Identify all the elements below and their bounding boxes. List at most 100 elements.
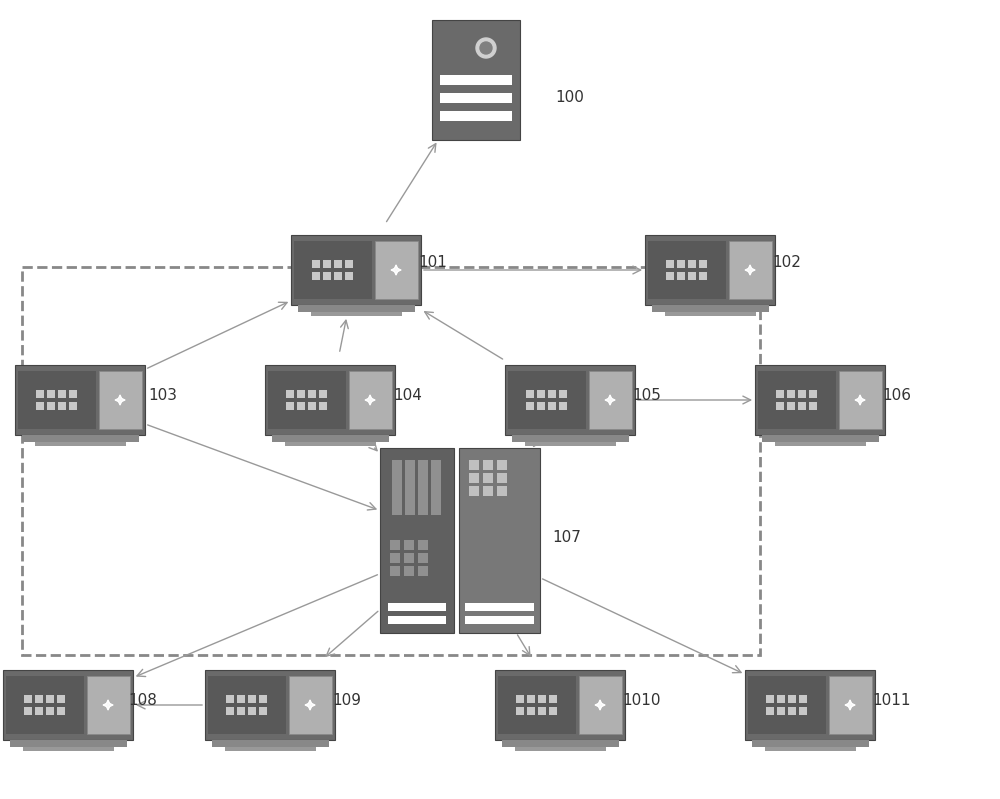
- Bar: [777, 707, 785, 715]
- Bar: [774, 442, 866, 446]
- Bar: [312, 260, 320, 268]
- Bar: [298, 305, 415, 312]
- Text: 104: 104: [393, 388, 422, 403]
- Bar: [36, 402, 44, 410]
- Bar: [390, 553, 400, 563]
- Bar: [839, 372, 882, 429]
- Bar: [432, 20, 520, 140]
- Bar: [548, 402, 556, 410]
- Bar: [788, 695, 796, 703]
- Bar: [512, 435, 629, 442]
- Bar: [345, 260, 353, 268]
- Bar: [465, 602, 534, 610]
- Bar: [497, 459, 507, 470]
- Bar: [291, 235, 421, 305]
- Bar: [248, 695, 256, 703]
- Bar: [289, 676, 332, 733]
- Bar: [508, 372, 586, 429]
- Bar: [349, 372, 392, 429]
- Bar: [226, 695, 234, 703]
- Bar: [392, 459, 402, 515]
- Bar: [809, 402, 817, 410]
- Bar: [345, 272, 353, 280]
- Bar: [688, 260, 696, 268]
- Bar: [99, 372, 142, 429]
- Bar: [469, 486, 479, 495]
- Bar: [24, 707, 32, 715]
- Bar: [87, 676, 130, 733]
- Bar: [285, 442, 376, 446]
- Bar: [776, 390, 784, 398]
- Bar: [766, 695, 774, 703]
- Text: 1010: 1010: [622, 693, 660, 708]
- Bar: [3, 670, 133, 740]
- Bar: [798, 402, 806, 410]
- Bar: [248, 707, 256, 715]
- Bar: [516, 707, 524, 715]
- Bar: [35, 695, 43, 703]
- Bar: [380, 447, 454, 633]
- Bar: [465, 615, 534, 623]
- Bar: [10, 740, 126, 747]
- Bar: [502, 740, 618, 747]
- Bar: [15, 365, 145, 435]
- Bar: [47, 402, 55, 410]
- Bar: [46, 695, 54, 703]
- Bar: [69, 402, 77, 410]
- Bar: [527, 707, 535, 715]
- Bar: [677, 272, 685, 280]
- Text: 100: 100: [555, 90, 584, 105]
- Bar: [208, 676, 286, 733]
- Bar: [514, 747, 606, 751]
- Bar: [268, 372, 346, 429]
- Text: 109: 109: [332, 693, 361, 708]
- Bar: [483, 472, 493, 483]
- Bar: [589, 372, 632, 429]
- Bar: [22, 435, 138, 442]
- Bar: [57, 707, 65, 715]
- Bar: [375, 241, 418, 299]
- Bar: [404, 540, 414, 550]
- Bar: [809, 390, 817, 398]
- Bar: [226, 707, 234, 715]
- Bar: [559, 402, 567, 410]
- Bar: [323, 272, 331, 280]
- Bar: [699, 272, 707, 280]
- Text: 101: 101: [418, 255, 447, 270]
- Bar: [237, 695, 245, 703]
- Bar: [688, 272, 696, 280]
- Bar: [766, 707, 774, 715]
- Bar: [418, 459, 428, 515]
- Bar: [440, 93, 512, 103]
- Bar: [548, 390, 556, 398]
- Bar: [310, 312, 402, 316]
- Bar: [404, 553, 414, 563]
- Bar: [516, 695, 524, 703]
- Bar: [24, 695, 32, 703]
- Bar: [765, 747, 856, 751]
- Bar: [524, 442, 616, 446]
- Bar: [755, 365, 885, 435]
- Bar: [22, 747, 114, 751]
- Bar: [579, 676, 622, 733]
- Bar: [469, 472, 479, 483]
- Bar: [538, 695, 546, 703]
- Bar: [404, 566, 414, 576]
- Bar: [666, 272, 674, 280]
- Bar: [666, 260, 674, 268]
- Bar: [745, 670, 875, 740]
- Bar: [787, 402, 795, 410]
- Bar: [390, 566, 400, 576]
- Bar: [224, 747, 316, 751]
- Bar: [431, 459, 441, 515]
- Bar: [440, 111, 512, 121]
- Bar: [677, 260, 685, 268]
- Bar: [319, 402, 327, 410]
- Bar: [334, 272, 342, 280]
- Bar: [259, 707, 267, 715]
- Bar: [18, 372, 96, 429]
- Bar: [390, 540, 400, 550]
- Bar: [323, 260, 331, 268]
- Bar: [752, 740, 868, 747]
- Bar: [58, 390, 66, 398]
